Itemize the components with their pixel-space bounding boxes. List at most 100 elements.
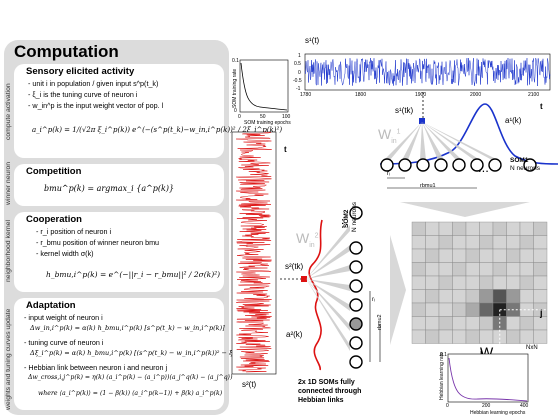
matrix-cell xyxy=(533,289,548,304)
matrix-cell xyxy=(425,316,440,331)
adaptation-section: Adaptation - input weight of neuron i Δw… xyxy=(14,298,262,410)
matrix-cell xyxy=(519,302,534,317)
som-plot-ylabel: SOM training rate xyxy=(232,68,238,108)
som1-weight-label: Win1 xyxy=(378,126,401,145)
som2-name: SOM2 xyxy=(343,209,350,228)
matrix-cell xyxy=(438,235,453,250)
som2-neuron xyxy=(349,241,363,255)
matrix-cell xyxy=(519,289,534,304)
matrix-cell xyxy=(506,221,521,236)
hebbian-ylabel: Hebbian learning rate xyxy=(439,352,445,400)
som2-funnel xyxy=(390,235,406,345)
som2-connections xyxy=(306,225,350,351)
matrix-cell xyxy=(492,248,507,263)
som1-neuron xyxy=(398,158,412,172)
som1-neuron xyxy=(416,158,430,172)
adaptation-formula-1: Δw_in,i^p(k) = α(k) h_bmu,i^p(k) [s^p(t_… xyxy=(30,324,225,332)
matrix-cell xyxy=(519,221,534,236)
matrix-cell xyxy=(411,316,426,331)
som2-input-marker xyxy=(301,276,307,282)
som2-neuron xyxy=(349,260,363,274)
matrix-cell xyxy=(519,235,534,250)
som1-input-label: s¹(tk) xyxy=(395,106,414,115)
matrix-cell xyxy=(452,289,467,304)
matrix-cell xyxy=(519,262,534,277)
matrix-cell xyxy=(465,221,480,236)
caption: 2x 1D SOMs fully connected through Hebbi… xyxy=(298,378,361,405)
matrix-cell xyxy=(533,262,548,277)
matrix-cell xyxy=(425,289,440,304)
matrix-cell xyxy=(411,289,426,304)
matrix-cell xyxy=(425,329,440,344)
som1-name: SOM1 xyxy=(510,157,529,164)
som1-connections xyxy=(384,122,498,160)
s1-x-2: 1900 xyxy=(415,92,427,98)
som1-activation-label: a¹(k) xyxy=(505,116,522,125)
som2-neurons-count: N neurons xyxy=(351,202,358,232)
matrix-cell xyxy=(506,235,521,250)
som-plot-x-1: 50 xyxy=(260,114,266,120)
hebbian-plot-frame xyxy=(447,353,529,403)
matrix-cell xyxy=(465,302,480,317)
som1-dots: ... xyxy=(478,160,489,175)
s1-x-1: 1800 xyxy=(355,92,367,98)
cooperation-line-2: - r_bmu position of winner neuron bmu xyxy=(36,238,160,247)
som1-neurons xyxy=(380,158,537,172)
som2-ri-label: rᵢ xyxy=(372,297,375,303)
som2-neurons xyxy=(349,206,363,369)
matrix-cell xyxy=(425,302,440,317)
matrix-cell xyxy=(452,248,467,263)
hebbian-y-tick: 0.1 xyxy=(440,352,447,358)
s1-x-4: 2100 xyxy=(528,92,540,98)
matrix-cell xyxy=(492,329,507,344)
matrix-cell xyxy=(452,329,467,344)
matrix-cell xyxy=(479,316,494,331)
matrix-cell xyxy=(506,329,521,344)
matrix-cell xyxy=(411,221,426,236)
adaptation-line-3: - Hebbian link between neuron i and neur… xyxy=(24,363,168,372)
s1-y-2: 0.5 xyxy=(294,61,301,67)
hebbian-x-0: 0 xyxy=(446,403,449,409)
sensory-title: Sensory elicited activity xyxy=(26,66,135,77)
s1-y-3: 0 xyxy=(298,70,301,76)
matrix-cell xyxy=(438,248,453,263)
cross-size-label: NxN xyxy=(526,345,538,351)
adaptation-formula-4: where ⟨a_i^p(k)⟩ = (1 − β(k)) ⟨a_i^p(k−1… xyxy=(38,390,223,397)
s1-x-0: 1780 xyxy=(300,92,312,98)
caption-line-1: 2x 1D SOMs fully xyxy=(298,379,355,386)
matrix-cell xyxy=(425,275,440,290)
s2-label: s²(t) xyxy=(242,380,257,389)
matrix-cell xyxy=(452,235,467,250)
matrix-cell xyxy=(519,316,534,331)
s1-label: s¹(t) xyxy=(305,36,320,45)
matrix-cell xyxy=(438,302,453,317)
hebbian-rate-plot xyxy=(447,353,529,403)
matrix-cell xyxy=(465,316,480,331)
matrix-cell xyxy=(411,248,426,263)
competition-section: Competition bmu^p(k) = argmax_i {a^p(k)} xyxy=(14,164,224,206)
s2-frame xyxy=(231,131,277,375)
matrix-cell xyxy=(506,316,521,331)
matrix-cell xyxy=(465,235,480,250)
cooperation-formula: h_bmu,i^p(k) = e^(−||r_i − r_bmu||² / 2σ… xyxy=(46,270,221,279)
som-plot-xlabel: SOM training epochs xyxy=(244,120,291,126)
matrix-cell xyxy=(438,329,453,344)
s2-signal-plot xyxy=(231,131,277,375)
som-rate-curve xyxy=(240,62,288,111)
matrix-cell xyxy=(492,275,507,290)
matrix-cell xyxy=(492,235,507,250)
matrix-cell xyxy=(411,275,426,290)
matrix-cell xyxy=(438,262,453,277)
adaptation-side-label: weights and tuning curves update xyxy=(5,308,12,410)
matrix-cell xyxy=(438,221,453,236)
som1-ri-label: rᵢ xyxy=(387,171,390,177)
som2-input-label: s²(tk) xyxy=(285,262,304,271)
hebbian-rate-curve xyxy=(448,357,528,402)
som-plot-frame xyxy=(239,59,289,113)
som2-weight-label: Win2 xyxy=(296,230,319,249)
s1-signal-plot xyxy=(304,53,551,91)
hebbian-x-2: 400 xyxy=(520,403,529,409)
matrix-cell xyxy=(452,275,467,290)
caption-line-3: Hebbian links xyxy=(298,397,344,404)
competition-title: Competition xyxy=(26,166,82,177)
